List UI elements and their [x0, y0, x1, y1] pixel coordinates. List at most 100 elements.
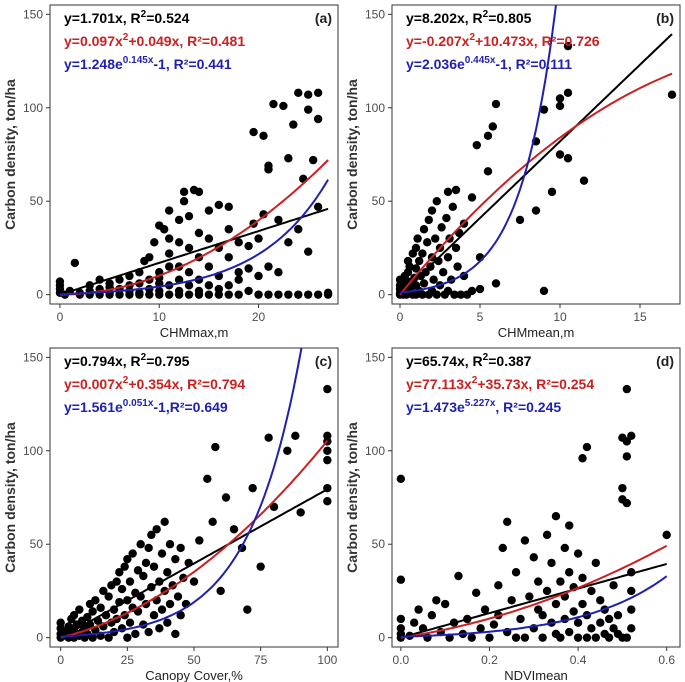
y-tick-label: 0	[36, 631, 43, 645]
data-point	[234, 268, 243, 277]
data-point	[224, 281, 233, 290]
data-point	[443, 187, 453, 197]
data-point	[99, 586, 108, 596]
fit-line-exponential	[400, 575, 668, 638]
data-point	[243, 605, 252, 614]
data-point	[547, 558, 556, 568]
data-point	[622, 498, 632, 508]
data-point	[539, 286, 549, 296]
data-point	[563, 88, 573, 98]
data-point	[194, 228, 204, 238]
data-point	[565, 627, 574, 637]
data-point	[163, 618, 172, 627]
data-point	[313, 88, 323, 98]
data-point	[618, 483, 627, 493]
y-tick-label: 0	[36, 288, 43, 302]
data-point	[432, 290, 441, 299]
data-point	[555, 101, 565, 111]
data-point	[284, 238, 293, 247]
data-point	[204, 234, 214, 243]
fit-line-quadratic	[60, 440, 329, 639]
data-point	[184, 211, 194, 221]
data-point	[125, 577, 135, 586]
data-point	[547, 187, 557, 197]
y-tick-label: 50	[30, 537, 44, 551]
y-tick-label: 100	[23, 444, 43, 458]
data-point	[194, 187, 204, 197]
data-point	[176, 543, 185, 553]
data-point	[259, 131, 268, 141]
data-point	[160, 225, 169, 234]
data-point	[418, 290, 427, 299]
y-tick-label: 150	[365, 7, 385, 21]
data-point	[204, 281, 214, 290]
data-point	[491, 279, 501, 288]
data-point	[542, 586, 552, 596]
data-point	[208, 517, 217, 526]
data-point	[411, 264, 421, 273]
fit-line-exponential	[60, 348, 303, 638]
equation-exponential: y=1.561e0.051x-1,R²=0.649	[64, 398, 228, 415]
x-tick-label: 0.2	[481, 653, 498, 667]
data-point	[396, 575, 406, 584]
x-tick-label: 0.6	[658, 653, 675, 667]
data-point	[184, 281, 194, 290]
data-point	[555, 150, 565, 159]
data-point	[69, 611, 79, 620]
data-point	[117, 584, 127, 594]
y-tick-label: 100	[365, 101, 385, 115]
fit-lines	[59, 159, 329, 296]
data-point	[149, 562, 159, 571]
data-point	[313, 290, 323, 299]
data-point	[494, 581, 503, 590]
fit-line-quadratic	[399, 72, 673, 296]
data-point	[224, 202, 233, 212]
x-tick-label: 25	[121, 653, 135, 667]
data-point	[195, 536, 204, 545]
data-point	[244, 286, 253, 296]
y-axis-label: Carbon density, ton/ha	[344, 79, 360, 230]
data-point	[304, 290, 313, 299]
data-point	[296, 508, 305, 517]
data-point	[396, 614, 406, 624]
data-point	[171, 629, 180, 639]
data-point	[480, 605, 490, 614]
data-point	[622, 633, 632, 642]
data-point	[485, 633, 494, 642]
x-tick-label: 10	[153, 310, 167, 324]
data-point	[520, 536, 530, 545]
data-point	[164, 290, 174, 299]
data-point	[214, 200, 224, 210]
data-point	[234, 238, 243, 247]
data-point	[179, 187, 189, 197]
y-tick-label: 150	[23, 350, 43, 364]
data-point	[289, 120, 298, 129]
x-tick-label: 5	[477, 310, 484, 324]
data-point	[451, 185, 461, 195]
data-point	[294, 225, 303, 234]
data-point	[429, 275, 438, 284]
data-point	[165, 599, 175, 609]
data-point	[284, 154, 293, 163]
data-point	[249, 127, 258, 137]
data-point	[396, 633, 406, 642]
data-point	[415, 256, 424, 266]
data-point	[70, 258, 80, 268]
data-point	[264, 433, 273, 442]
data-point	[274, 268, 283, 277]
data-point	[56, 618, 65, 627]
data-point	[578, 573, 587, 583]
data-point	[274, 290, 283, 299]
data-point	[471, 588, 481, 598]
data-point	[234, 290, 243, 299]
equation-exponential: y=2.036e0.445x-1, R²=0.111	[406, 55, 572, 72]
data-point	[189, 577, 199, 586]
data-point	[578, 454, 587, 463]
data-point	[135, 288, 144, 297]
data-point	[582, 442, 592, 452]
data-point	[424, 215, 433, 225]
x-tick-label: 0.4	[570, 653, 587, 667]
data-point	[304, 247, 313, 256]
data-point	[313, 202, 323, 212]
fit-line-quadratic	[400, 544, 668, 639]
